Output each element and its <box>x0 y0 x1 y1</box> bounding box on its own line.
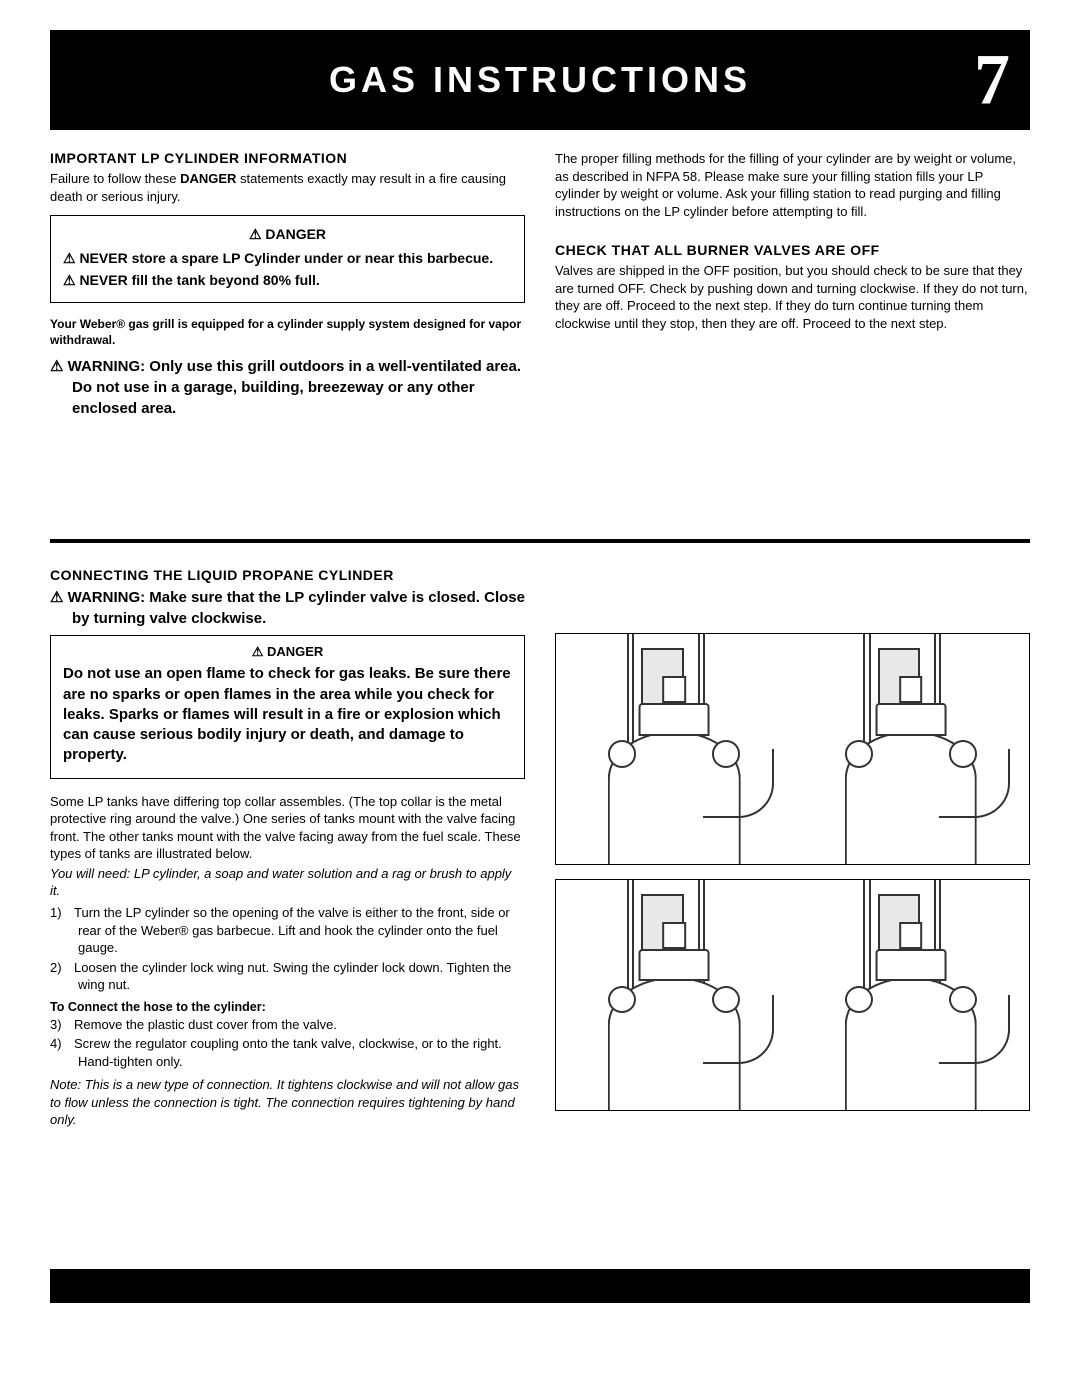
lp-info-heading: IMPORTANT LP CYLINDER INFORMATION <box>50 150 525 166</box>
collar-text: Some LP tanks have differing top collar … <box>50 793 525 863</box>
steps-list-2: 3)Remove the plastic dust cover from the… <box>50 1016 525 1071</box>
danger-body: Do not use an open flame to check for ga… <box>63 664 512 765</box>
cylinder-illustration-2 <box>555 879 1030 1111</box>
step-4-num: 4) <box>50 1035 74 1053</box>
step-3-num: 3) <box>50 1016 74 1034</box>
top-right-col: The proper filling methods for the filli… <box>555 150 1030 429</box>
lp-info-intro: Failure to follow these DANGER statement… <box>50 170 525 205</box>
need-text: You will need: LP cylinder, a soap and w… <box>50 865 525 900</box>
footer-bar <box>50 1269 1030 1303</box>
danger-title-2: ⚠ DANGER <box>63 644 512 660</box>
step-1-text: Turn the LP cylinder so the opening of t… <box>74 905 510 955</box>
connect-heading: CONNECTING THE LIQUID PROPANE CYLINDER <box>50 567 525 583</box>
connection-note: Note: This is a new type of connection. … <box>50 1076 525 1129</box>
bottom-section: CONNECTING THE LIQUID PROPANE CYLINDER ⚠… <box>50 567 1030 1129</box>
illus-1b <box>793 634 1030 864</box>
step-1-num: 1) <box>50 904 74 922</box>
illus-2a <box>556 880 793 1110</box>
step-2-text: Loosen the cylinder lock wing nut. Swing… <box>74 960 511 993</box>
page-title: GAS INSTRUCTIONS <box>329 59 751 101</box>
illus-2b <box>793 880 1030 1110</box>
danger-title: ⚠ DANGER <box>63 226 512 243</box>
cylinder-illustration-1 <box>555 633 1030 865</box>
outdoor-warning: ⚠ WARNING: Only use this grill outdoors … <box>50 356 525 419</box>
header-bar: GAS INSTRUCTIONS 7 <box>50 30 1030 130</box>
check-valves-heading: CHECK THAT ALL BURNER VALVES ARE OFF <box>555 242 1030 258</box>
intro-bold: DANGER <box>180 171 236 186</box>
step-2-num: 2) <box>50 959 74 977</box>
step-1: 1)Turn the LP cylinder so the opening of… <box>50 904 525 957</box>
connect-subheading: To Connect the hose to the cylinder: <box>50 1000 525 1014</box>
step-3-text: Remove the plastic dust cover from the v… <box>74 1017 337 1032</box>
check-valves-text: Valves are shipped in the OFF position, … <box>555 262 1030 332</box>
equip-note: Your Weber® gas grill is equipped for a … <box>50 317 525 348</box>
step-4: 4)Screw the regulator coupling onto the … <box>50 1035 525 1070</box>
fill-text: The proper filling methods for the filli… <box>555 150 1030 220</box>
bottom-left-col: CONNECTING THE LIQUID PROPANE CYLINDER ⚠… <box>50 567 525 1129</box>
step-2: 2)Loosen the cylinder lock wing nut. Swi… <box>50 959 525 994</box>
top-section: IMPORTANT LP CYLINDER INFORMATION Failur… <box>50 150 1030 429</box>
step-4-text: Screw the regulator coupling onto the ta… <box>74 1036 502 1069</box>
top-left-col: IMPORTANT LP CYLINDER INFORMATION Failur… <box>50 150 525 429</box>
steps-list-1: 1)Turn the LP cylinder so the opening of… <box>50 904 525 994</box>
danger-box-bottom: ⚠ DANGER Do not use an open flame to che… <box>50 635 525 778</box>
section-divider <box>50 539 1030 543</box>
danger-line-1: ⚠ NEVER store a spare LP Cylinder under … <box>63 249 512 269</box>
step-3: 3)Remove the plastic dust cover from the… <box>50 1016 525 1034</box>
page-number: 7 <box>974 39 1010 122</box>
danger-line-2: ⚠ NEVER fill the tank beyond 80% full. <box>63 271 512 291</box>
valve-warning: ⚠ WARNING: Make sure that the LP cylinde… <box>50 587 525 629</box>
intro-pre: Failure to follow these <box>50 171 180 186</box>
illus-1a <box>556 634 793 864</box>
bottom-right-col <box>555 567 1030 1129</box>
danger-box-top: ⚠ DANGER ⚠ NEVER store a spare LP Cylind… <box>50 215 525 303</box>
